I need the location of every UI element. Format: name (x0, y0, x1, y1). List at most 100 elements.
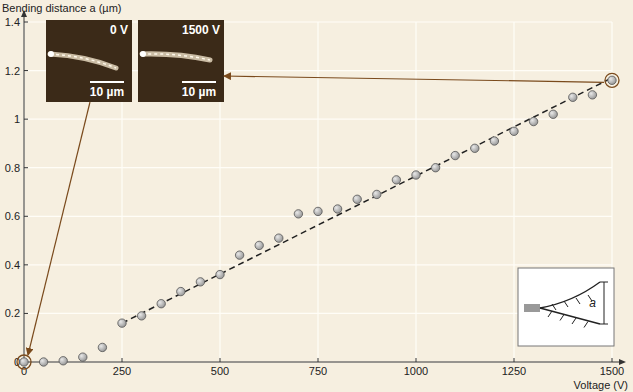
grid-line-y (24, 264, 612, 265)
data-point (490, 137, 498, 145)
dimension-line (604, 282, 605, 324)
y-tick (24, 70, 28, 71)
beam-hatch (564, 301, 568, 307)
data-point (98, 343, 106, 351)
y-tick-label: 0.6 (5, 210, 20, 222)
y-tick-label: 1.2 (5, 65, 20, 77)
data-point (353, 195, 361, 203)
y-tick-label: 1 (14, 113, 20, 125)
beam-anchor (140, 51, 146, 57)
x-tick-label: 750 (309, 365, 327, 377)
data-point (196, 278, 204, 286)
data-point (412, 171, 420, 179)
y-tick (24, 22, 28, 23)
y-tick-label: 0.2 (5, 307, 20, 319)
clamp (524, 304, 540, 312)
beam-highlight (142, 54, 210, 60)
data-point (333, 205, 341, 213)
y-axis-label: Bending distance a (µm) (2, 2, 121, 14)
highlight-ring (605, 73, 619, 87)
data-point (216, 270, 224, 278)
x-axis-label: Voltage (V) (574, 379, 628, 391)
data-point (392, 176, 400, 184)
micrograph-bg (46, 20, 132, 102)
y-tick (24, 313, 28, 314)
background (0, 0, 633, 392)
x-tick (612, 358, 613, 362)
beam-hatch (584, 322, 588, 328)
y-tick (24, 216, 28, 217)
beam-hatch (548, 311, 552, 317)
beam-hatch (560, 315, 564, 321)
dimension-label: a (589, 296, 596, 310)
x-tick (318, 358, 319, 362)
data-point (588, 91, 596, 99)
beam-rest (540, 308, 600, 324)
data-point (471, 144, 479, 152)
chart: 025050075010001250150000.20.40.60.811.21… (0, 0, 633, 392)
micrograph: 0 V 10 µm (46, 20, 132, 102)
data-point (510, 127, 518, 135)
y-tick (24, 167, 28, 168)
grid-line-x (513, 22, 514, 362)
data-point (294, 210, 302, 218)
beam (142, 54, 210, 60)
data-point (79, 353, 87, 361)
y-axis (24, 14, 25, 362)
data-point (118, 319, 126, 327)
y-tick-label: 0.8 (5, 162, 20, 174)
data-point (373, 190, 381, 198)
dimension-tick (600, 282, 608, 283)
data-point (255, 241, 263, 249)
micrograph: 1500 V 10 µm (138, 20, 224, 102)
scale-bar (90, 81, 124, 83)
grid-line-y (24, 119, 612, 120)
beam-anchor (48, 51, 54, 57)
x-axis (24, 362, 622, 363)
data-point (137, 312, 145, 320)
y-tick (24, 119, 28, 120)
micrograph-label: 1500 V (182, 23, 220, 37)
data-point (177, 287, 185, 295)
beam-highlight (50, 54, 116, 68)
data-point (529, 117, 537, 125)
data-point (157, 300, 165, 308)
beam-hatch (576, 298, 580, 304)
data-point (235, 251, 243, 259)
x-tick (514, 358, 515, 362)
scale-bar (182, 81, 216, 83)
x-tick-label: 1500 (600, 365, 624, 377)
data-point (275, 234, 283, 242)
x-tick (122, 358, 123, 362)
data-point (20, 358, 28, 366)
data-point (59, 357, 67, 365)
x-tick-label: 250 (113, 365, 131, 377)
grid-line-x (317, 22, 318, 362)
x-tick-label: 1250 (502, 365, 526, 377)
beam (50, 54, 116, 68)
data-point (549, 110, 557, 118)
arrow (28, 102, 90, 355)
x-tick (416, 358, 417, 362)
micrograph-label: 0 V (110, 23, 128, 37)
schematic: a (518, 268, 614, 346)
plot-data (20, 76, 616, 366)
schematic-box (518, 268, 614, 346)
scale-label: 10 µm (90, 85, 124, 99)
data-point (608, 76, 616, 84)
grid-line-y (24, 167, 612, 168)
data-point (39, 358, 47, 366)
beam-hatch (552, 304, 556, 310)
micrograph-bg (138, 20, 224, 102)
x-tick (220, 358, 221, 362)
y-tick (24, 264, 28, 265)
y-tick-label: 0.4 (5, 259, 20, 271)
grid-line-x (415, 22, 416, 362)
scale-label: 10 µm (182, 85, 216, 99)
arrow (224, 76, 604, 82)
data-point (451, 151, 459, 159)
x-tick-label: 1000 (404, 365, 428, 377)
highlight-ring (17, 355, 31, 369)
data-point (431, 164, 439, 172)
beam-hatch (572, 318, 576, 324)
